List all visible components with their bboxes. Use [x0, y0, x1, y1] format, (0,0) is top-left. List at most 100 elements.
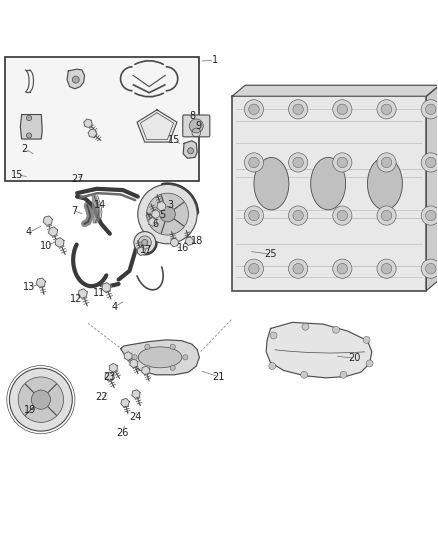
Circle shape	[421, 259, 438, 278]
Circle shape	[289, 153, 308, 172]
Circle shape	[426, 104, 436, 115]
Circle shape	[426, 157, 436, 168]
Polygon shape	[132, 390, 140, 398]
Text: 10: 10	[40, 240, 53, 251]
Text: 3: 3	[167, 200, 173, 211]
Circle shape	[289, 206, 308, 225]
FancyArrowPatch shape	[275, 350, 365, 353]
Circle shape	[145, 365, 150, 370]
Circle shape	[289, 259, 308, 278]
Polygon shape	[36, 278, 46, 287]
Polygon shape	[141, 366, 150, 375]
Polygon shape	[105, 372, 113, 381]
Circle shape	[421, 100, 438, 119]
Text: 7: 7	[71, 206, 77, 216]
Circle shape	[249, 263, 259, 274]
Polygon shape	[88, 129, 97, 138]
Polygon shape	[84, 119, 92, 127]
Circle shape	[293, 263, 304, 274]
Polygon shape	[124, 352, 132, 360]
Text: 2: 2	[21, 143, 28, 154]
Bar	[5, 57, 199, 181]
Circle shape	[132, 354, 138, 360]
Text: 4: 4	[26, 228, 32, 237]
Circle shape	[31, 390, 50, 409]
Polygon shape	[55, 238, 64, 247]
Text: 18: 18	[191, 236, 203, 246]
Text: 1: 1	[212, 55, 218, 65]
Text: 4: 4	[111, 302, 117, 312]
Circle shape	[26, 116, 32, 120]
Circle shape	[332, 326, 339, 333]
Polygon shape	[137, 247, 145, 255]
Polygon shape	[137, 110, 177, 142]
Circle shape	[244, 100, 264, 119]
Polygon shape	[185, 237, 194, 245]
Circle shape	[381, 104, 392, 115]
Circle shape	[377, 100, 396, 119]
Text: 19: 19	[24, 405, 36, 415]
Circle shape	[138, 184, 197, 244]
Circle shape	[26, 133, 32, 138]
Text: 22: 22	[96, 392, 108, 402]
Bar	[232, 96, 426, 290]
Polygon shape	[49, 227, 58, 236]
Polygon shape	[157, 201, 166, 211]
Text: 23: 23	[103, 372, 115, 382]
Circle shape	[302, 323, 309, 330]
Text: 15: 15	[11, 170, 24, 180]
Circle shape	[134, 231, 155, 253]
Text: 21: 21	[212, 372, 224, 382]
Text: 6: 6	[152, 219, 159, 229]
Circle shape	[340, 372, 347, 378]
Circle shape	[381, 157, 392, 168]
Circle shape	[337, 157, 348, 168]
Circle shape	[337, 211, 348, 221]
Circle shape	[10, 368, 72, 431]
Circle shape	[159, 206, 175, 222]
Circle shape	[300, 372, 307, 378]
Circle shape	[333, 100, 352, 119]
Circle shape	[377, 206, 396, 225]
Polygon shape	[78, 289, 87, 298]
Text: 12: 12	[70, 294, 82, 304]
Ellipse shape	[311, 157, 346, 210]
Circle shape	[426, 263, 436, 274]
Text: 11: 11	[93, 288, 105, 298]
Text: 5: 5	[159, 210, 166, 220]
Circle shape	[366, 360, 373, 367]
Circle shape	[244, 259, 264, 278]
Polygon shape	[152, 210, 159, 219]
Circle shape	[147, 193, 188, 235]
Text: 17: 17	[139, 245, 152, 255]
Circle shape	[244, 206, 264, 225]
Circle shape	[249, 211, 259, 221]
Circle shape	[187, 148, 194, 154]
Text: 26: 26	[116, 429, 128, 438]
Circle shape	[377, 259, 396, 278]
Ellipse shape	[138, 347, 182, 368]
Circle shape	[170, 365, 175, 370]
Circle shape	[289, 100, 308, 119]
Text: 9: 9	[195, 121, 201, 131]
Ellipse shape	[367, 157, 403, 210]
Circle shape	[142, 239, 148, 246]
Circle shape	[337, 104, 348, 115]
Text: 25: 25	[264, 249, 277, 259]
Polygon shape	[183, 141, 197, 158]
Circle shape	[249, 104, 259, 115]
Circle shape	[421, 153, 438, 172]
Circle shape	[421, 206, 438, 225]
Polygon shape	[232, 85, 438, 96]
Circle shape	[363, 336, 370, 343]
Circle shape	[293, 157, 304, 168]
Text: 15: 15	[168, 135, 180, 145]
Polygon shape	[426, 85, 438, 290]
Text: 27: 27	[71, 174, 83, 184]
Ellipse shape	[254, 157, 289, 210]
Polygon shape	[266, 322, 372, 378]
Circle shape	[293, 104, 304, 115]
Text: 13: 13	[23, 282, 35, 293]
Polygon shape	[110, 364, 117, 372]
FancyBboxPatch shape	[183, 115, 210, 137]
